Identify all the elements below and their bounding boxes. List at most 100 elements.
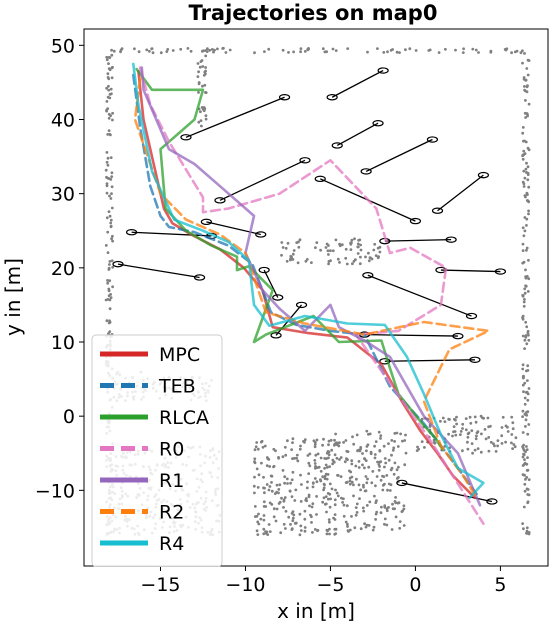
- obstacle-point: [390, 453, 393, 457]
- obstacle-point: [352, 483, 355, 487]
- obstacle-point: [198, 65, 202, 69]
- obstacle-point: [197, 120, 201, 124]
- obstacle-point: [257, 473, 261, 477]
- obstacle-point: [216, 47, 219, 51]
- obstacle-point: [327, 456, 330, 460]
- obstacle-point: [525, 171, 528, 174]
- obstacle-point: [298, 512, 302, 516]
- obstacle-point: [366, 50, 369, 54]
- obstacle-point: [338, 458, 341, 461]
- obstacle-point: [272, 507, 276, 511]
- obstacle-point: [523, 287, 527, 291]
- obstacle-point: [287, 515, 291, 519]
- obstacle-point: [328, 520, 331, 524]
- obstacle-point: [106, 95, 110, 99]
- obstacle-point: [356, 245, 360, 249]
- obstacle-point: [104, 298, 108, 302]
- obstacle-point: [379, 437, 382, 440]
- obstacle-point: [526, 456, 529, 459]
- obstacle-point: [151, 51, 155, 55]
- obstacle-point: [265, 483, 269, 486]
- pedestrian-link-line: [219, 159, 306, 201]
- obstacle-point: [304, 259, 308, 263]
- obstacle-point: [376, 47, 379, 50]
- obstacle-point: [295, 456, 298, 460]
- y-tick-label: 50: [51, 35, 75, 57]
- obstacle-point: [367, 465, 371, 469]
- obstacle-point: [201, 84, 204, 88]
- obstacle-point: [398, 520, 402, 523]
- obstacle-point: [105, 216, 109, 220]
- obstacle-point: [319, 469, 323, 473]
- obstacle-point: [344, 520, 348, 524]
- obstacle-point: [489, 424, 492, 428]
- obstacle-point: [315, 438, 319, 442]
- obstacle-point: [325, 466, 329, 469]
- obstacle-point: [356, 242, 360, 246]
- obstacle-point: [107, 88, 111, 92]
- obstacle-point: [204, 66, 208, 69]
- obstacle-point: [467, 431, 471, 435]
- x-axis-label: x in [m]: [277, 599, 355, 623]
- obstacle-point: [372, 248, 376, 252]
- obstacle-point: [376, 256, 380, 260]
- obstacle-point: [404, 451, 408, 455]
- obstacle-point: [291, 470, 295, 474]
- obstacle-point: [349, 470, 353, 474]
- obstacle-point: [428, 48, 432, 52]
- obstacle-point: [313, 477, 317, 480]
- obstacle-point: [321, 47, 325, 51]
- obstacle-point: [526, 432, 530, 436]
- obstacle-point: [325, 477, 329, 481]
- obstacle-point: [281, 469, 285, 472]
- obstacle-point: [298, 238, 302, 242]
- obstacle-point: [336, 494, 340, 498]
- obstacle-point: [459, 430, 463, 433]
- obstacle-point: [279, 531, 283, 535]
- pedestrian-marker: [360, 168, 372, 175]
- obstacle-point: [522, 169, 526, 173]
- obstacle-point: [358, 262, 362, 266]
- obstacle-point: [299, 500, 303, 503]
- obstacle-point: [350, 238, 354, 242]
- obstacle-point: [204, 49, 208, 52]
- obstacle-point: [494, 450, 498, 453]
- obstacle-point: [523, 176, 527, 180]
- obstacle-point: [308, 464, 312, 468]
- obstacle-point: [334, 488, 337, 492]
- legend-label-r4: R4: [159, 533, 184, 555]
- obstacle-point: [390, 439, 394, 442]
- obstacle-point: [524, 268, 527, 272]
- obstacle-point: [107, 287, 111, 291]
- obstacle-point: [374, 254, 378, 257]
- x-tick-label: −15: [140, 574, 180, 596]
- obstacle-point: [256, 486, 260, 489]
- obstacle-point: [110, 237, 113, 241]
- obstacle-point: [105, 191, 109, 195]
- obstacle-point: [475, 431, 479, 435]
- obstacle-point: [489, 440, 493, 444]
- obstacle-point: [521, 49, 524, 53]
- obstacle-point: [266, 533, 270, 536]
- obstacle-point: [107, 266, 111, 270]
- obstacle-point: [316, 452, 320, 456]
- obstacle-point: [359, 527, 363, 531]
- obstacle-point: [292, 50, 295, 54]
- obstacle-point: [496, 444, 499, 448]
- obstacle-point: [448, 418, 451, 421]
- obstacle-point: [105, 160, 109, 164]
- obstacle-point: [525, 526, 529, 530]
- obstacle-point: [197, 81, 201, 84]
- obstacle-point: [444, 47, 447, 51]
- obstacle-point: [311, 485, 315, 489]
- obstacle-point: [470, 429, 474, 432]
- obstacle-point: [387, 458, 391, 462]
- obstacle-point: [363, 457, 366, 460]
- obstacle-point: [352, 442, 356, 446]
- obstacle-point: [327, 518, 331, 521]
- obstacle-point: [373, 453, 377, 456]
- x-tick-label: 0: [409, 574, 421, 596]
- obstacle-point: [391, 502, 394, 506]
- pedestrian-link-line: [263, 269, 279, 298]
- obstacle-point: [393, 461, 397, 465]
